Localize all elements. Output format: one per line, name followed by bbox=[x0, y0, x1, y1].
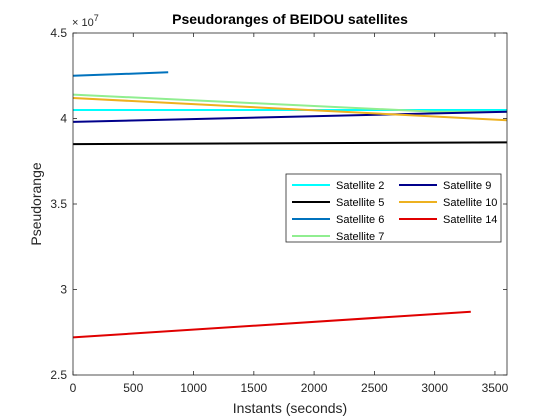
x-tick-label: 500 bbox=[123, 381, 143, 395]
x-tick-label: 0 bbox=[70, 381, 77, 395]
series-line-satellite-14 bbox=[72, 310, 471, 339]
legend-label-satellite-2: Satellite 2 bbox=[336, 180, 384, 192]
series-line-satellite-9 bbox=[72, 110, 508, 123]
x-tick-label: 1000 bbox=[180, 381, 207, 395]
y-exponent-power: 7 bbox=[94, 13, 99, 23]
y-axis: 2.5 3 3.5 4 4.5 bbox=[50, 26, 507, 382]
y-tick-label: 2.5 bbox=[50, 368, 67, 382]
y-tick-label: 4 bbox=[60, 112, 67, 126]
y-tick-label: 3.5 bbox=[50, 197, 67, 211]
chart-title: Pseudoranges of BEIDOU satellites bbox=[172, 11, 408, 27]
x-tick-label: 1500 bbox=[240, 381, 267, 395]
x-tick-label: 3500 bbox=[482, 381, 509, 395]
legend-label-satellite-10: Satellite 10 bbox=[443, 197, 497, 209]
legend-label-satellite-9: Satellite 9 bbox=[443, 180, 491, 192]
x-tick-label: 2500 bbox=[361, 381, 388, 395]
legend-label-satellite-7: Satellite 7 bbox=[336, 231, 384, 243]
x-tick-label: 2000 bbox=[301, 381, 328, 395]
y-exponent-base: × 10 bbox=[72, 17, 94, 29]
series-line-satellite-6 bbox=[72, 71, 169, 77]
series-line-satellite-5 bbox=[72, 141, 508, 146]
series-layer bbox=[72, 71, 508, 339]
x-tick-label: 3000 bbox=[421, 381, 448, 395]
y-tick-label: 4.5 bbox=[50, 26, 67, 40]
legend: Satellite 2 Satellite 5 Satellite 6 Satelli… bbox=[285, 173, 502, 243]
series-line-satellite-10 bbox=[72, 97, 508, 122]
x-axis-label: Instants (seconds) bbox=[233, 400, 347, 416]
y-axis-label: Pseudorange bbox=[28, 162, 44, 246]
x-axis: 0 500 1000 1500 2000 2500 3000 3500 bbox=[70, 33, 509, 395]
legend-label-satellite-5: Satellite 5 bbox=[336, 197, 384, 209]
y-exponent-label: × 107 bbox=[72, 13, 99, 29]
y-tick-label: 3 bbox=[60, 283, 67, 297]
legend-label-satellite-6: Satellite 6 bbox=[336, 214, 384, 226]
legend-label-satellite-14: Satellite 14 bbox=[443, 214, 497, 226]
